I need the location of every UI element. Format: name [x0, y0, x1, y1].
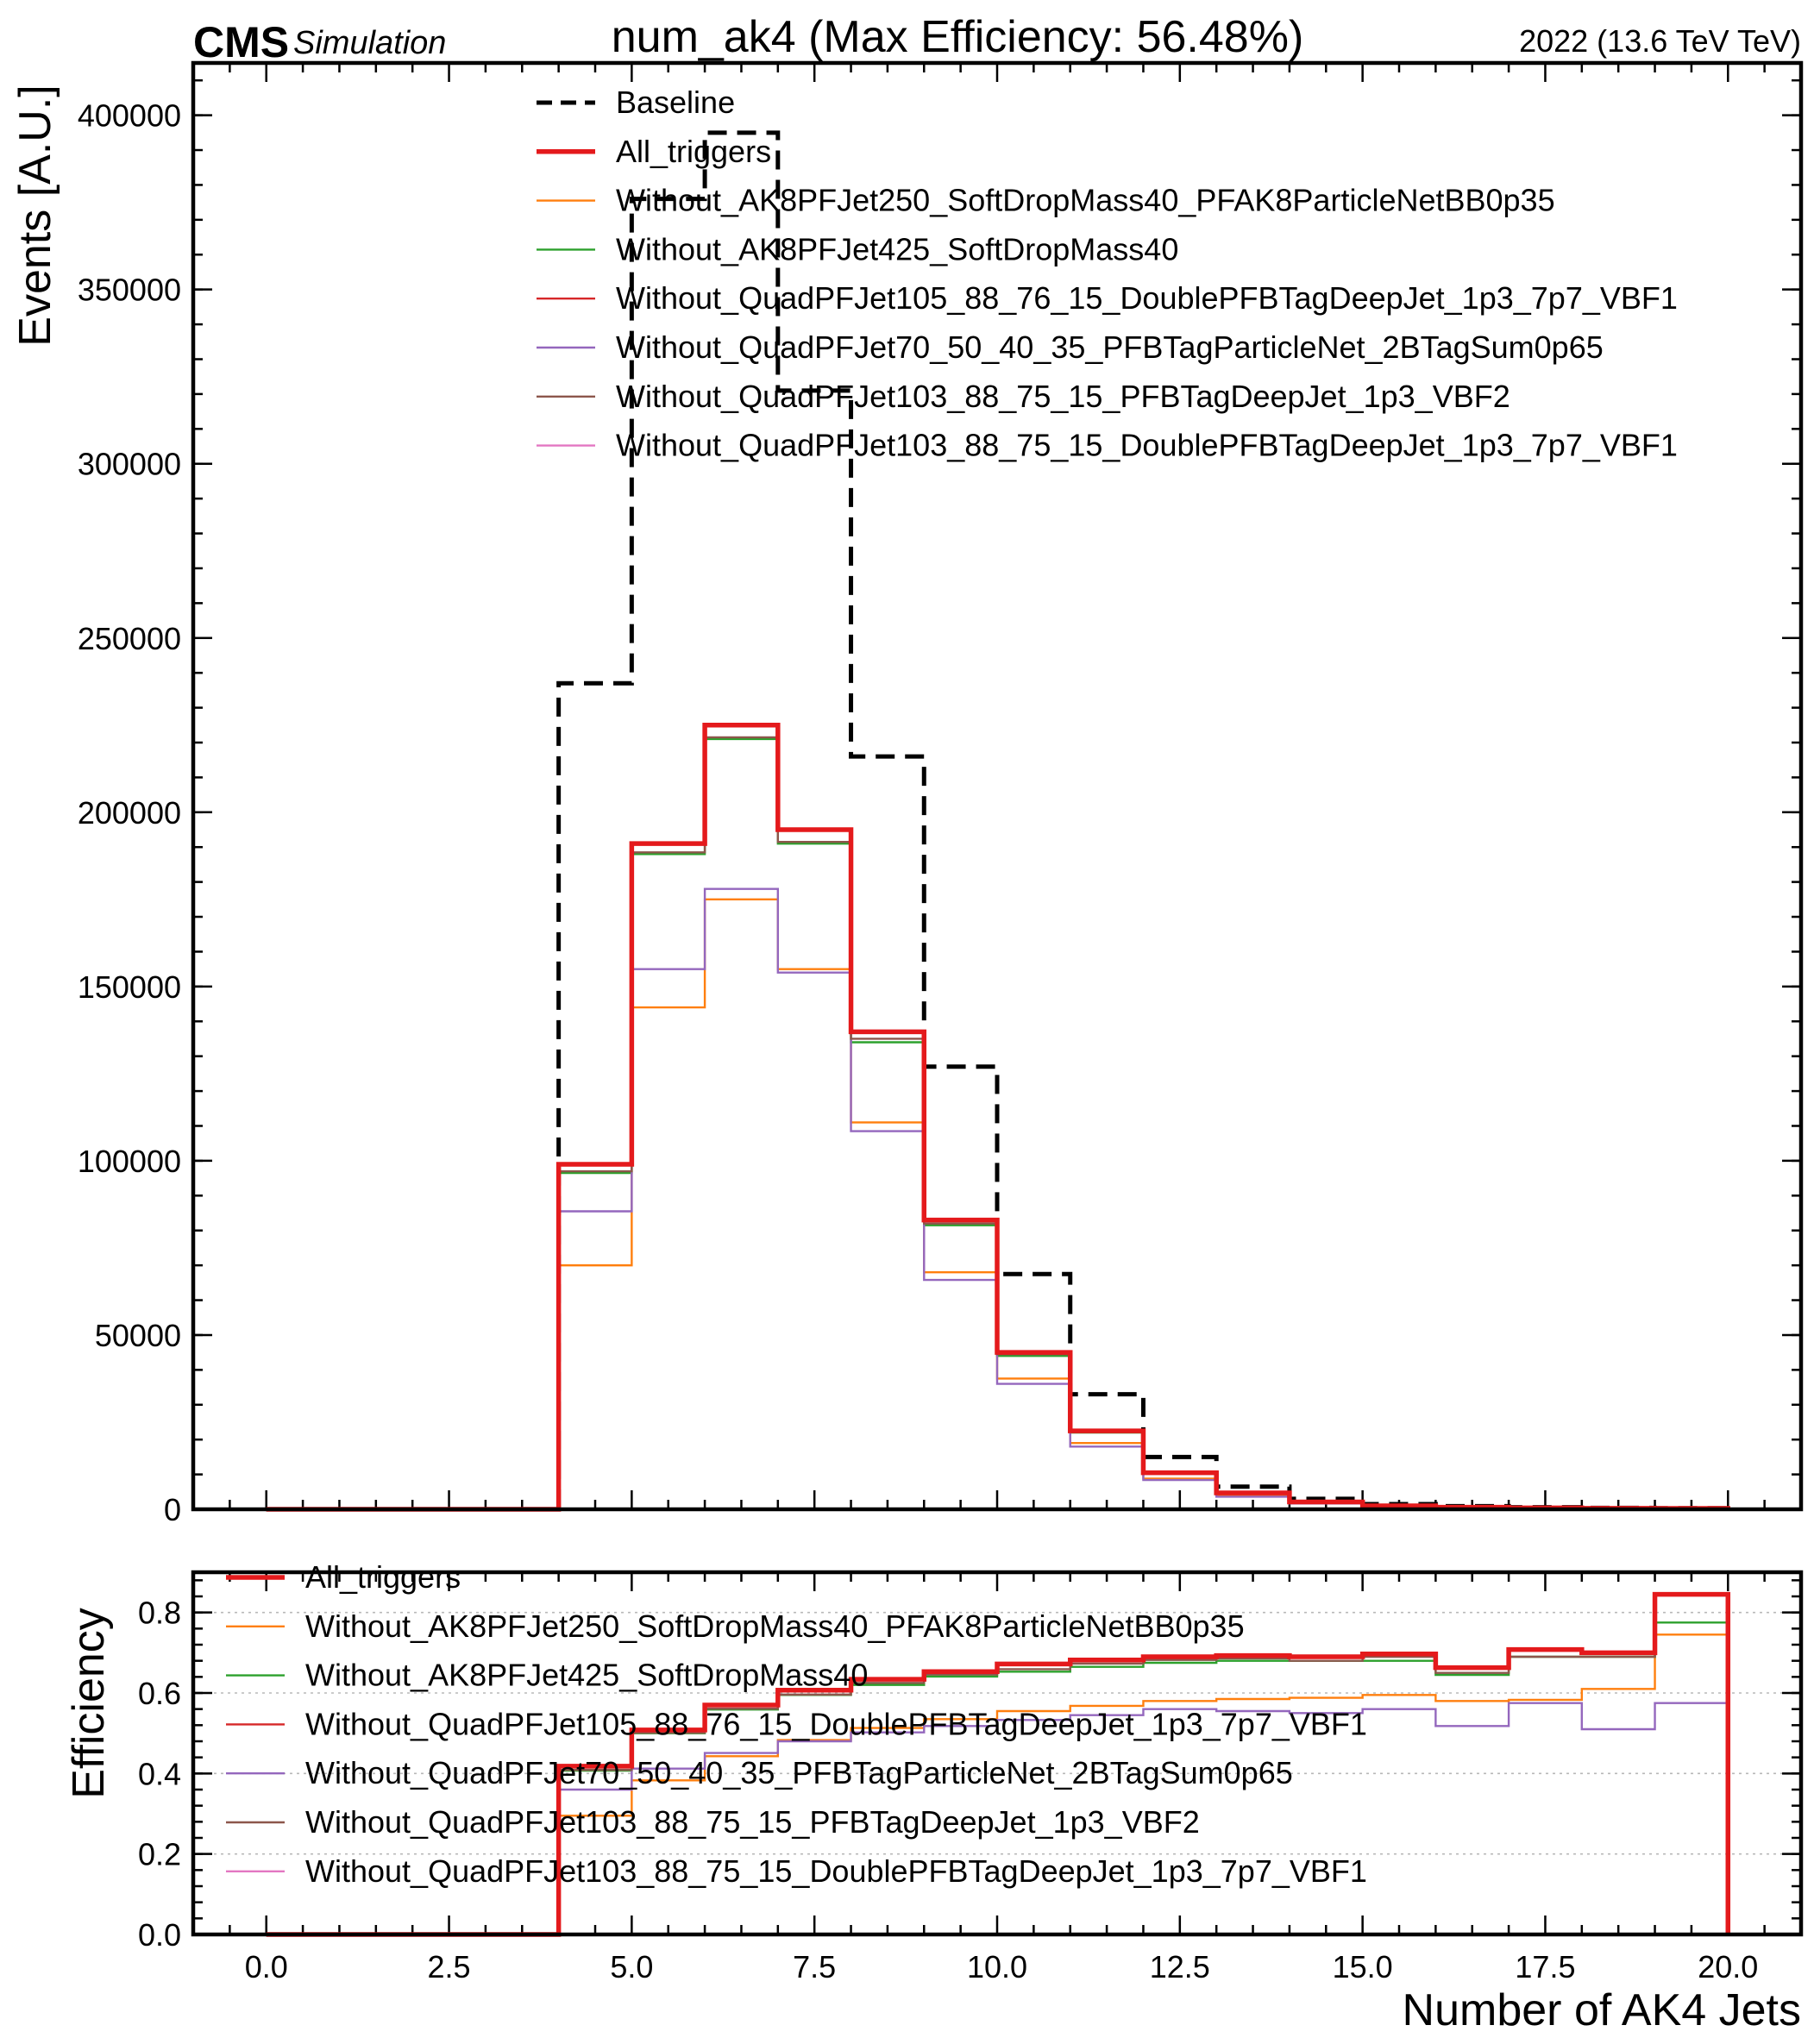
- legend-label: Without_QuadPFJet70_50_40_35_PFBTagParti…: [616, 329, 1604, 365]
- legend-label: Without_AK8PFJet250_SoftDropMass40_PFAK8…: [616, 183, 1555, 218]
- cms-label: CMS: [193, 18, 289, 66]
- x-tick-label: 2.5: [428, 1949, 471, 1984]
- legend-label: Without_QuadPFJet70_50_40_35_PFBTagParti…: [305, 1755, 1293, 1790]
- x-tick-label: 0.0: [245, 1949, 288, 1984]
- legend-label: Without_QuadPFJet105_88_76_15_DoublePFBT…: [616, 280, 1678, 316]
- legend-label: Without_QuadPFJet103_88_75_15_PFBTagDeep…: [305, 1804, 1200, 1840]
- lumi-label: 2022 (13.6 TeV TeV): [1519, 23, 1801, 59]
- events-y-axis-title: Events [A.U.]: [10, 85, 60, 346]
- y-tick-label: 0.0: [138, 1917, 181, 1953]
- series-without-ak8pfjet425-softdropmass40: [266, 737, 1729, 1511]
- legend-label: Without_QuadPFJet103_88_75_15_DoublePFBT…: [616, 428, 1678, 463]
- x-tick-label: 5.0: [610, 1949, 653, 1984]
- series-without-quadpfjet103-88-75-15-pfbtagdeepjet-1p3-vbf2: [266, 736, 1729, 1511]
- x-tick-label: 10.0: [967, 1949, 1027, 1984]
- series-without-quadpfjet103-88-75-15-pfbtagdeepjet-1p3-vbf2: [266, 1593, 1729, 1936]
- efficiency-panel: 0.0 0.2 0.4 0.6 0.8 0.0 2.5 5.0 7.5 10.0 12.5 15.0 1…: [64, 1559, 1804, 2035]
- x-tick-label: 7.5: [793, 1949, 836, 1984]
- x-axis-title: Number of AK4 Jets: [1403, 1985, 1801, 2035]
- legend-label: All_triggers: [305, 1559, 461, 1595]
- y-tick-label: 0.2: [138, 1837, 181, 1872]
- y-tick-label: 400000: [78, 98, 181, 134]
- legend-label: Without_QuadPFJet103_88_75_15_DoublePFBT…: [305, 1853, 1367, 1889]
- x-tick-label: 17.5: [1515, 1949, 1575, 1984]
- y-tick-label: 50000: [95, 1318, 181, 1353]
- y-tick-label: 0.4: [138, 1756, 181, 1791]
- x-tick-label: 12.5: [1150, 1949, 1210, 1984]
- y-tick-label: 0: [164, 1492, 181, 1527]
- legend-label: Without_AK8PFJet250_SoftDropMass40_PFAK8…: [305, 1608, 1245, 1644]
- legend-label: Baseline: [616, 85, 735, 120]
- legend-label: Without_QuadPFJet103_88_75_15_PFBTagDeep…: [616, 379, 1510, 414]
- efficiency-panel-frame: [191, 1570, 1804, 1937]
- legend-label: All_triggers: [616, 134, 771, 169]
- events-panel: 0 50000 100000 150000 200000 250000 300000 3500…: [10, 60, 1804, 1527]
- legend-label: Without_QuadPFJet105_88_76_15_DoublePFBT…: [305, 1706, 1367, 1741]
- series-all-triggers: [266, 1591, 1731, 1937]
- y-tick-label: 250000: [78, 621, 181, 656]
- y-tick-label: 0.8: [138, 1596, 181, 1631]
- efficiency-legend: All_triggers Without_AK8PFJet250_SoftDrop…: [226, 1559, 1367, 1889]
- efficiency-series: [266, 1591, 1731, 1937]
- legend-label: Without_AK8PFJet425_SoftDropMass40: [305, 1658, 868, 1693]
- events-legend: Baseline All_triggers Without_AK8PFJet250_…: [537, 85, 1678, 463]
- y-tick-label: 0.6: [138, 1676, 181, 1711]
- events-panel-frame: [191, 60, 1804, 1512]
- y-tick-label: 200000: [78, 795, 181, 831]
- efficiency-axis-ticks: 0.0 0.2 0.4 0.6 0.8 0.0 2.5 5.0 7.5 10.0 12.5 15.0 1…: [138, 1572, 1801, 1984]
- x-tick-label: 20.0: [1698, 1949, 1758, 1984]
- y-tick-label: 100000: [78, 1144, 181, 1179]
- legend-label: Without_AK8PFJet425_SoftDropMass40: [616, 231, 1178, 266]
- y-tick-label: 300000: [78, 447, 181, 482]
- series-without-quadpfjet70-50-40-35-pfbtagparticlenet-2btagsum0p65: [266, 1702, 1729, 1936]
- simulation-label: Simulation: [293, 25, 446, 61]
- efficiency-grid: [193, 1611, 1801, 1855]
- y-tick-label: 150000: [78, 969, 181, 1005]
- chart-title: num_ak4 (Max Efficiency: 56.48%): [612, 12, 1304, 62]
- x-tick-label: 15.0: [1333, 1949, 1393, 1984]
- y-tick-label: 350000: [78, 273, 181, 308]
- efficiency-y-axis-title: Efficiency: [64, 1608, 114, 1799]
- series-without-ak8pfjet250-softdropmass40-pfak8particlenetbb0p35: [266, 1633, 1729, 1936]
